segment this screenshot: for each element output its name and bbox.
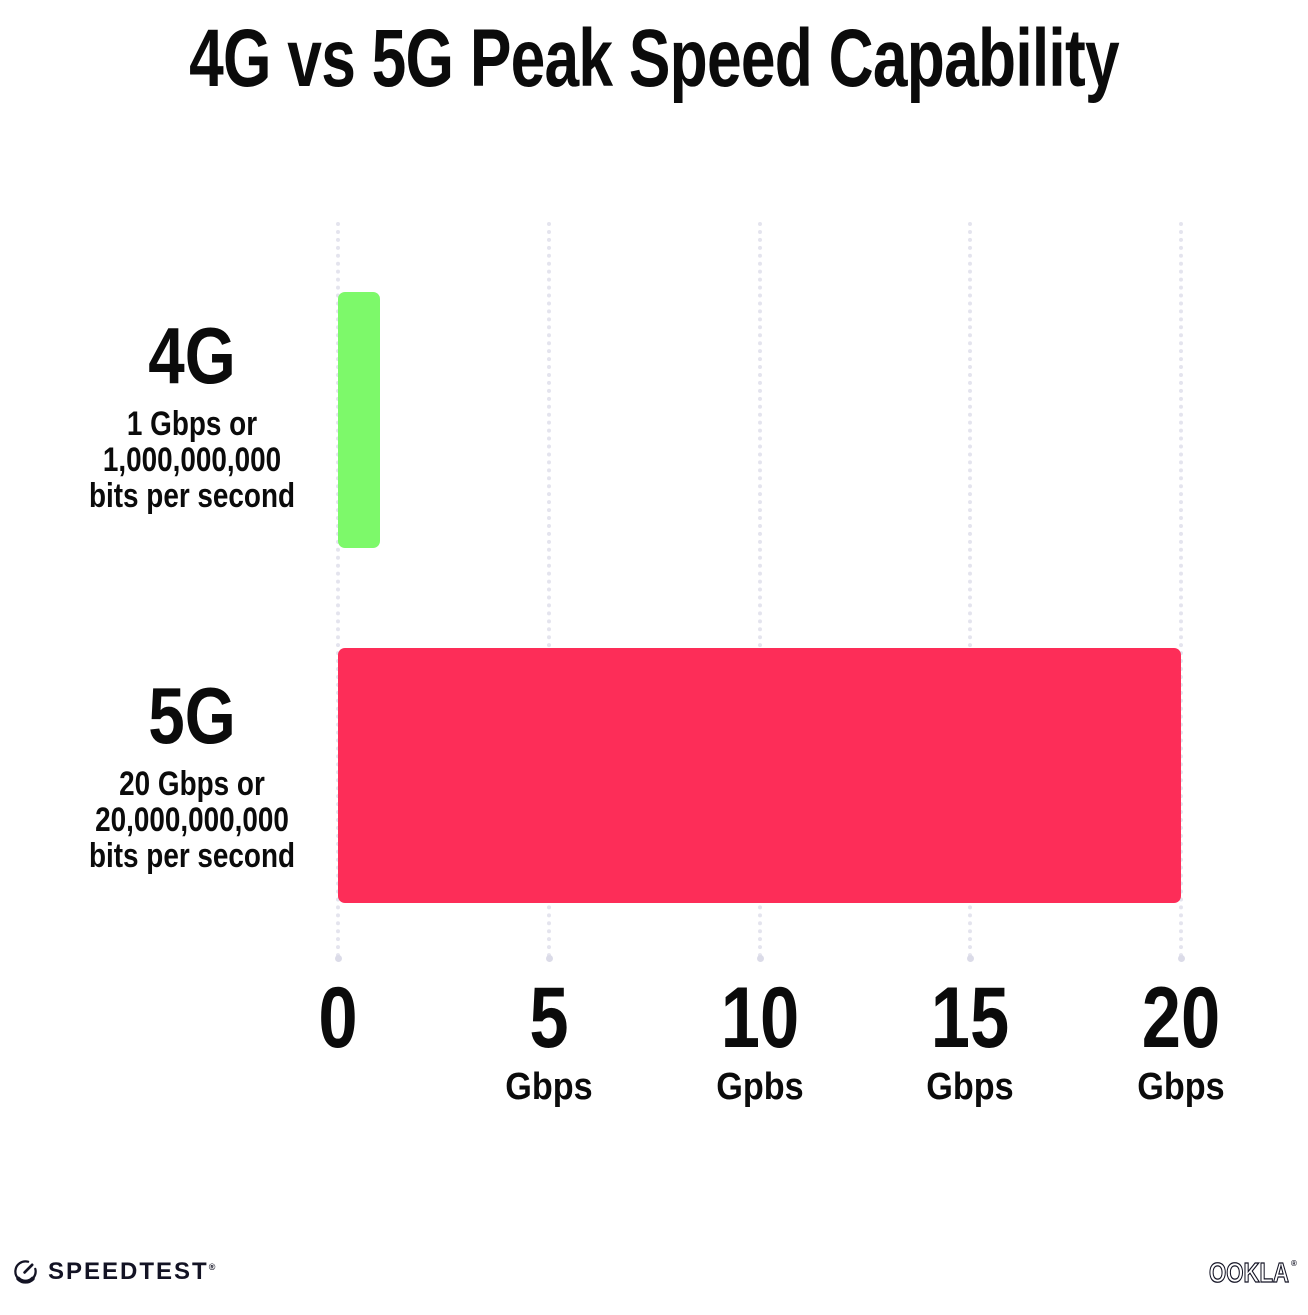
category-title-5g: 5G bbox=[148, 671, 236, 760]
ookla-wordmark: OOKLA bbox=[1209, 1257, 1289, 1288]
speedtest-logo: SPEEDTEST® bbox=[12, 1258, 215, 1285]
speedtest-wordmark: SPEEDTEST® bbox=[48, 1257, 216, 1285]
speedtest-trademark: ® bbox=[208, 1261, 216, 1272]
x-tick-15: 15 Gbps bbox=[820, 975, 1120, 1109]
category-subtitle-4g: 1 Gbps or 1,000,000,000 bits per second bbox=[53, 406, 332, 514]
x-tick-number: 10 bbox=[720, 970, 800, 1066]
subline: bits per second bbox=[88, 837, 296, 875]
bar-4g bbox=[338, 292, 380, 548]
speedtest-gauge-icon bbox=[12, 1258, 39, 1285]
subline: 1 Gbps or bbox=[126, 405, 258, 443]
category-title-4g: 4G bbox=[148, 311, 236, 400]
x-tick-20: 20 Gbps bbox=[1031, 975, 1308, 1109]
x-tick-number: 0 bbox=[318, 970, 358, 1066]
x-tick-unit: Gpbs bbox=[716, 1066, 804, 1108]
x-tick-unit: Gbps bbox=[505, 1066, 593, 1108]
subline: bits per second bbox=[88, 477, 296, 515]
x-tick-number: 5 bbox=[529, 970, 569, 1066]
ookla-logo: OOKLA ® bbox=[1208, 1256, 1300, 1293]
gridline-5 bbox=[546, 222, 553, 962]
x-tick-unit: Gbps bbox=[926, 1066, 1014, 1108]
x-tick-0: 0 bbox=[188, 975, 488, 1107]
ookla-trademark: ® bbox=[1291, 1259, 1297, 1268]
gridline-10 bbox=[757, 222, 764, 962]
x-tick-10: 10 Gpbs bbox=[610, 975, 910, 1109]
subline: 20 Gbps or bbox=[119, 765, 265, 803]
gridline-20 bbox=[1178, 222, 1185, 962]
speedtest-label: SPEEDTEST bbox=[48, 1257, 209, 1285]
x-tick-5: 5 Gbps bbox=[399, 975, 699, 1109]
subline: 20,000,000,000 bbox=[95, 801, 289, 839]
category-label-4g: 4G 1 Gbps or 1,000,000,000 bits per seco… bbox=[53, 311, 332, 515]
chart-title: 4G vs 5G Peak Speed Capability bbox=[189, 13, 1120, 104]
plot-area bbox=[335, 222, 1185, 962]
gridline-15 bbox=[967, 222, 974, 962]
category-label-5g: 5G 20 Gbps or 20,000,000,000 bits per se… bbox=[53, 671, 332, 875]
x-tick-number: 20 bbox=[1141, 970, 1221, 1066]
bar-5g bbox=[338, 648, 1181, 903]
category-subtitle-5g: 20 Gbps or 20,000,000,000 bits per secon… bbox=[53, 766, 332, 874]
x-tick-unit: Gbps bbox=[1137, 1066, 1225, 1108]
subline: 1,000,000,000 bbox=[102, 441, 282, 479]
gridline-0 bbox=[335, 222, 342, 962]
x-tick-number: 15 bbox=[930, 970, 1010, 1066]
